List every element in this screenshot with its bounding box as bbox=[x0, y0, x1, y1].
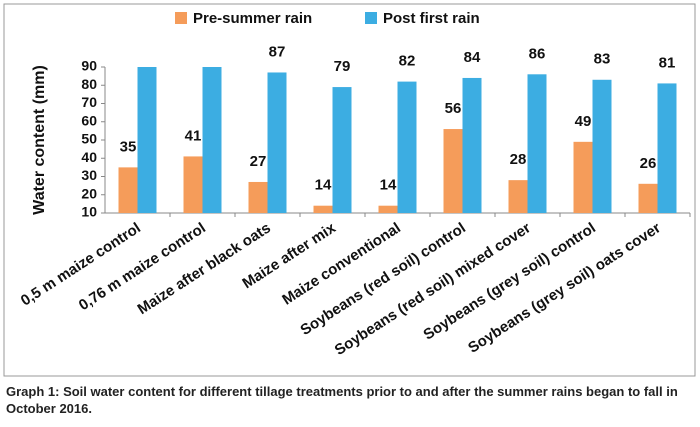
bar bbox=[183, 156, 203, 213]
data-label: 56 bbox=[445, 100, 462, 117]
y-axis-label: Water content (mm) bbox=[31, 65, 48, 215]
bar bbox=[332, 87, 352, 213]
legend-label: Post first rain bbox=[383, 10, 480, 27]
y-tick-label: 40 bbox=[81, 149, 97, 165]
bar bbox=[527, 74, 547, 213]
y-tick-label: 90 bbox=[81, 58, 97, 74]
data-label: 27 bbox=[250, 153, 267, 170]
y-tick-label: 10 bbox=[81, 204, 97, 220]
bar bbox=[397, 81, 417, 213]
data-label: 14 bbox=[315, 177, 332, 194]
y-tick-label: 20 bbox=[81, 185, 97, 201]
y-tick-label: 70 bbox=[81, 94, 97, 110]
data-label: 41 bbox=[185, 127, 202, 144]
caption: Graph 1: Soil water content for differen… bbox=[6, 384, 678, 416]
y-tick-label: 50 bbox=[81, 131, 97, 147]
y-tick-label: 30 bbox=[81, 167, 97, 183]
chart: Water content (mm) Pre-summer rain Post f… bbox=[3, 3, 696, 377]
data-label: 35 bbox=[120, 138, 137, 155]
bar bbox=[267, 72, 287, 213]
y-tick-label: 80 bbox=[81, 76, 97, 92]
data-label: 49 bbox=[575, 113, 592, 130]
y-tick-label: 60 bbox=[81, 112, 97, 128]
data-label: 86 bbox=[529, 45, 546, 62]
data-label: 87 bbox=[269, 43, 286, 60]
data-label: 84 bbox=[464, 49, 481, 66]
data-label: 83 bbox=[594, 51, 611, 68]
legend-swatch bbox=[175, 12, 187, 24]
bar bbox=[462, 77, 482, 213]
bar bbox=[638, 183, 658, 213]
bar bbox=[592, 79, 612, 214]
bar bbox=[202, 67, 222, 213]
bar bbox=[657, 83, 677, 213]
data-label: 14 bbox=[380, 177, 397, 194]
bar bbox=[118, 167, 138, 213]
data-label: 28 bbox=[510, 151, 527, 168]
bar bbox=[313, 205, 333, 213]
data-label: 79 bbox=[334, 58, 351, 75]
bar bbox=[573, 141, 593, 213]
legend-label: Pre-summer rain bbox=[193, 10, 312, 27]
bar bbox=[443, 129, 463, 213]
legend-swatch bbox=[365, 12, 377, 24]
chart-border bbox=[3, 3, 696, 377]
data-label: 82 bbox=[399, 53, 416, 70]
data-label: 26 bbox=[640, 155, 657, 172]
data-label: 81 bbox=[659, 54, 676, 71]
bar bbox=[137, 67, 157, 213]
bar bbox=[378, 205, 398, 213]
bar bbox=[248, 181, 268, 213]
bar bbox=[508, 180, 528, 213]
